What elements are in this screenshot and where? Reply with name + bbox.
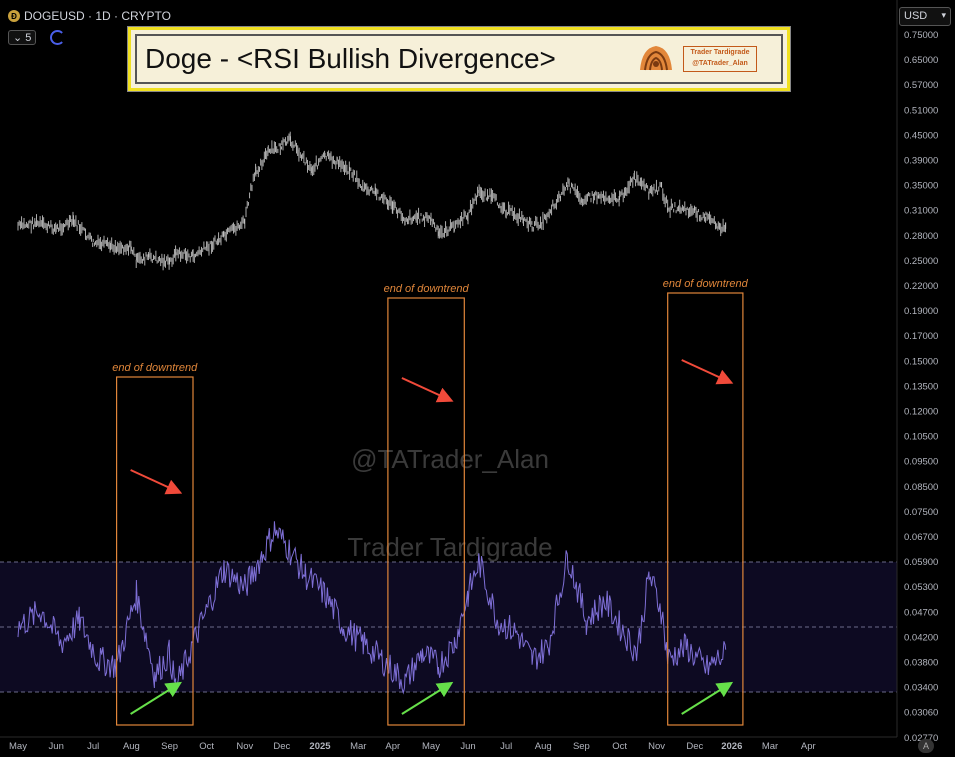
y-tick-label: 0.28000	[904, 231, 938, 242]
x-tick-label: Jul	[500, 741, 512, 752]
rsi-up-arrow	[681, 681, 734, 715]
dogecoin-icon: Ð	[8, 10, 20, 22]
x-tick-label: Dec	[273, 741, 290, 752]
divergence-box	[667, 292, 744, 726]
divergence-box	[387, 297, 465, 726]
x-tick-label: Sep	[161, 741, 178, 752]
chevron-down-icon: ▾	[941, 10, 946, 20]
price-axis[interactable]: 0.75000 0.65000 0.57000 0.51000 0.45000 0.390…	[896, 0, 955, 757]
symbol-header[interactable]: Ð DOGEUSD · 1D · CRYPTO	[8, 9, 171, 23]
y-tick-label: 0.04200	[904, 632, 938, 643]
x-tick-label: Nov	[236, 741, 253, 752]
x-tick-label: Jun	[460, 741, 475, 752]
banner-title: Doge - <RSI Bullish Divergence>	[145, 43, 556, 74]
tardigrade-logo-icon	[640, 46, 672, 71]
x-tick-label: Mar	[762, 741, 778, 752]
annotation-label: end of downtrend	[384, 283, 470, 295]
x-tick-label: Jun	[49, 741, 64, 752]
indicator-count: 5	[25, 32, 32, 44]
y-tick-label: 0.07500	[904, 507, 938, 518]
y-tick-label: 0.51000	[904, 105, 938, 116]
y-tick-label: 0.31000	[904, 206, 938, 217]
y-tick-label: 0.22000	[904, 281, 938, 292]
y-tick-label: 0.19000	[904, 306, 938, 317]
x-tick-label: Apr	[801, 741, 816, 752]
x-tick-label: May	[9, 741, 27, 752]
y-tick-label: 0.08500	[904, 482, 938, 493]
x-tick-label: 2025	[309, 741, 331, 752]
y-tick-label: 0.03060	[904, 708, 938, 719]
badge-line-2: @TATrader_Alan	[692, 60, 748, 67]
x-tick-label: Mar	[350, 741, 366, 752]
x-tick-label: Apr	[385, 741, 400, 752]
y-tick-label: 0.12000	[904, 407, 938, 418]
indicator-count-button[interactable]: ⌄ 5	[8, 30, 37, 45]
x-tick-label: Oct	[612, 741, 627, 752]
y-tick-label: 0.06700	[904, 532, 938, 543]
y-tick-label: 0.39000	[904, 156, 938, 167]
currency-select[interactable]: USD ▾	[899, 7, 951, 26]
y-tick-label: 0.45000	[904, 130, 938, 141]
watermark-name: Trader Tardigrade	[347, 532, 552, 562]
author-badge: Trader Tardigrade @TATrader_Alan	[683, 46, 757, 72]
symbol-line: DOGEUSD · 1D · CRYPTO	[24, 9, 171, 23]
y-tick-label: 0.15000	[904, 356, 938, 367]
y-tick-label: 0.05900	[904, 557, 938, 568]
rsi-up-arrow	[130, 681, 182, 715]
auto-scale-button[interactable]: A	[918, 739, 934, 753]
banner-frame	[135, 34, 783, 84]
x-tick-label: Nov	[648, 741, 665, 752]
y-tick-label: 0.75000	[904, 30, 938, 41]
y-tick-label: 0.03800	[904, 658, 938, 669]
price-down-arrow	[401, 377, 454, 403]
x-tick-label: Jul	[87, 741, 99, 752]
x-tick-label: May	[422, 741, 440, 752]
price-series	[17, 131, 727, 271]
y-tick-label: 0.25000	[904, 256, 938, 267]
y-tick-label: 0.65000	[904, 55, 938, 66]
price-down-arrow	[130, 469, 183, 495]
x-tick-label: Aug	[123, 741, 140, 752]
y-tick-label: 0.13500	[904, 381, 938, 392]
badge-line-1: Trader Tardigrade	[690, 49, 750, 56]
rsi-series	[17, 521, 727, 695]
annotation-label: end of downtrend	[663, 278, 749, 290]
currency-label: USD	[904, 10, 928, 22]
watermark-handle: @TATrader_Alan	[351, 444, 549, 474]
price-down-arrow	[681, 359, 734, 385]
sync-icon[interactable]	[50, 30, 65, 45]
x-tick-label: Dec	[686, 741, 703, 752]
x-tick-label: Aug	[535, 741, 552, 752]
x-tick-label: Sep	[573, 741, 590, 752]
price-axis-bg	[897, 0, 955, 757]
y-tick-label: 0.03400	[904, 683, 938, 694]
x-tick-label: 2026	[721, 741, 742, 752]
y-tick-label: 0.09500	[904, 457, 938, 468]
y-tick-label: 0.10500	[904, 432, 938, 443]
divergence-box	[115, 376, 194, 726]
y-tick-label: 0.35000	[904, 181, 938, 192]
annotation-label: end of downtrend	[112, 362, 198, 374]
y-tick-label: 0.57000	[904, 80, 938, 91]
y-tick-label: 0.02770	[904, 733, 938, 744]
y-tick-label: 0.04700	[904, 607, 938, 618]
rsi-line	[17, 521, 727, 695]
rsi-up-arrow	[401, 681, 454, 715]
y-tick-label: 0.17000	[904, 331, 938, 342]
title-banner: Doge - <RSI Bullish Divergence> Trader T…	[127, 26, 791, 92]
y-tick-label: 0.05300	[904, 582, 938, 593]
x-tick-label: Oct	[199, 741, 214, 752]
time-axis[interactable]: May Jun Jul Aug Sep Oct Nov Dec 2025 Mar Apr May Jun…	[0, 736, 897, 752]
divergence-boxes: end of downtrend end of downtrend end of d…	[112, 278, 749, 726]
